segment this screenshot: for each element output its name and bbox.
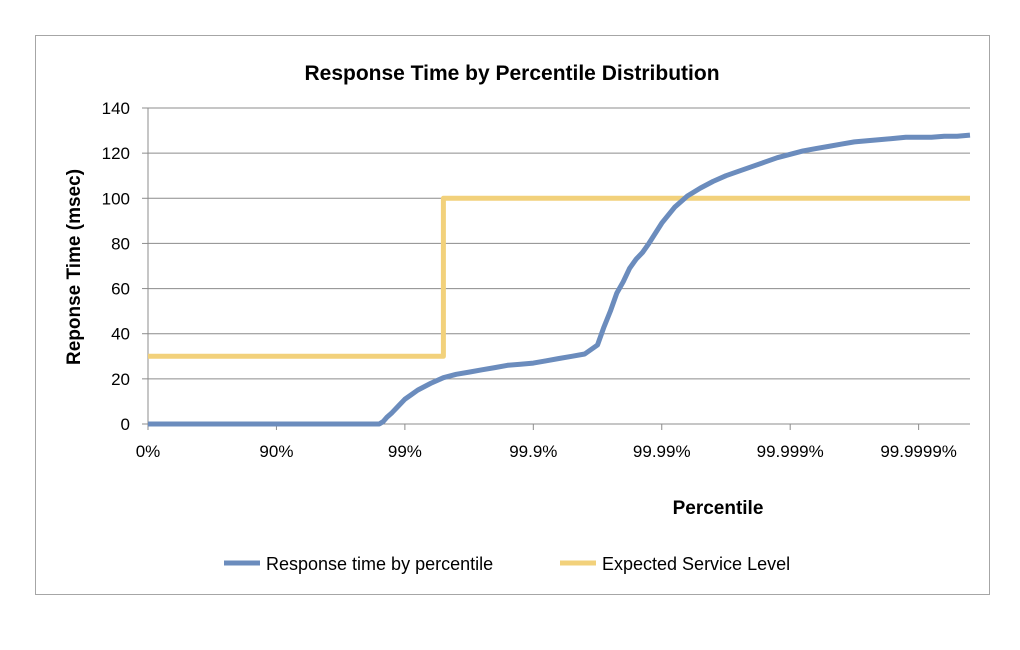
y-tick-label: 40 (111, 325, 130, 344)
x-tick-label: 90% (259, 442, 293, 461)
chart-title: Response Time by Percentile Distribution (304, 62, 719, 85)
y-tick-label: 80 (111, 234, 130, 253)
y-tick-label: 140 (102, 99, 130, 118)
gridlines (142, 107, 970, 430)
series-line-expected-service-level (148, 195, 970, 359)
legend-label: Expected Service Level (602, 554, 790, 574)
x-tick-label: 0% (136, 442, 161, 461)
chart-frame (35, 35, 990, 595)
y-tick-label: 60 (111, 280, 130, 299)
series-group (148, 132, 971, 427)
y-tick-label: 100 (102, 189, 130, 208)
x-tick-labels: 0% 90% 99% 99.9% 99.99% 99.999% 99.9999% (136, 442, 957, 461)
series-line-response-time (148, 132, 971, 427)
x-tick-label: 99.999% (757, 442, 824, 461)
y-tick-label: 0 (121, 415, 130, 434)
x-axis-title: Percentile (673, 498, 764, 519)
x-tick-label: 99.99% (633, 442, 691, 461)
x-tick-label: 99.9999% (880, 442, 957, 461)
x-tick-label: 99.9% (509, 442, 557, 461)
legend: Response time by percentile Expected Serv… (224, 554, 790, 574)
y-tick-label: 20 (111, 370, 130, 389)
y-tick-labels: 0 20 40 60 80 100 120 140 (102, 99, 130, 434)
y-axis-title: Reponse Time (msec) (64, 169, 85, 365)
legend-label: Response time by percentile (266, 554, 493, 574)
x-tick-label: 99% (388, 442, 422, 461)
y-tick-label: 120 (102, 144, 130, 163)
